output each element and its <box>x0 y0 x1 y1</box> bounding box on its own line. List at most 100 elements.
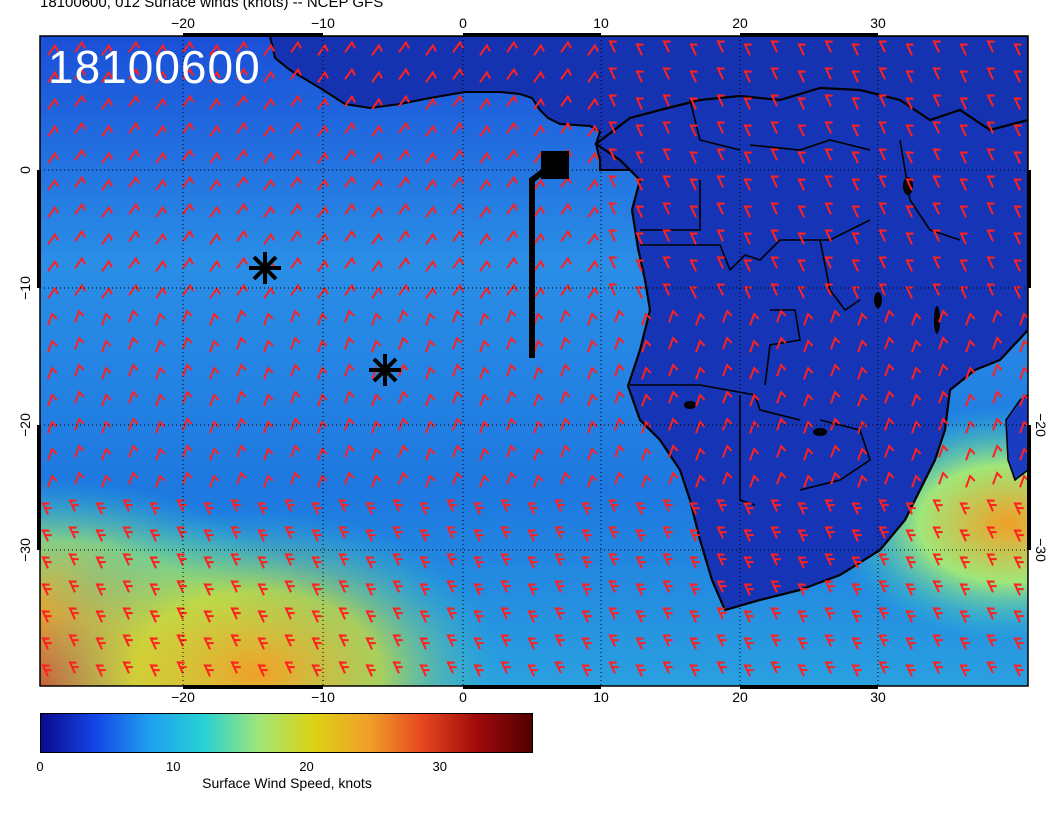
wind-barb <box>209 474 220 488</box>
wind-barb <box>635 178 644 191</box>
wind-barb <box>101 151 113 164</box>
wind-barb <box>371 420 382 434</box>
lon-label: 30 <box>870 15 886 31</box>
wind-barb <box>1013 205 1022 218</box>
wind-barb <box>722 309 733 323</box>
wind-barb <box>452 390 463 404</box>
wind-barb <box>797 232 806 245</box>
wind-barb <box>533 259 545 272</box>
wind-barb <box>344 471 355 485</box>
wind-barb <box>722 471 733 485</box>
wind-barb <box>959 178 968 191</box>
wind-barb <box>209 339 220 353</box>
wind-barb <box>938 444 949 458</box>
wind-barb <box>155 178 167 191</box>
wind-barb <box>155 232 167 245</box>
wind-barb <box>47 178 59 191</box>
wind-barb <box>743 529 754 542</box>
wind-barb <box>290 471 301 485</box>
wind-barb <box>398 390 409 404</box>
wind-barb <box>635 583 646 596</box>
wind-barb <box>587 178 599 191</box>
wind-barb <box>263 393 274 407</box>
colorbar-tick: 20 <box>299 759 314 774</box>
wind-barb <box>716 148 725 161</box>
wind-barb <box>662 40 671 53</box>
wind-barb <box>371 151 383 164</box>
wind-barb <box>149 556 160 569</box>
wind-barb <box>446 526 457 539</box>
wind-barb <box>425 43 437 56</box>
wind-barb <box>911 420 922 434</box>
wind-barb <box>695 366 706 380</box>
wind-barb <box>425 339 436 353</box>
wind-barb <box>884 471 895 485</box>
wind-barb <box>884 309 895 323</box>
wind-barb <box>932 499 943 512</box>
wind-barb <box>986 607 997 620</box>
wind-barb <box>230 553 241 566</box>
wind-barb <box>284 580 295 593</box>
wind-barb <box>425 124 437 137</box>
asterisk-marker <box>369 354 401 386</box>
wind-barb <box>290 336 301 350</box>
wind-barb <box>236 67 248 80</box>
wind-barb <box>95 637 106 650</box>
wind-barb <box>770 67 779 80</box>
wind-barb <box>479 151 491 164</box>
wind-barb <box>635 556 646 569</box>
wind-barb <box>263 232 275 245</box>
wind-barb <box>851 124 860 137</box>
wind-barb <box>932 256 941 269</box>
wind-barb <box>317 393 328 407</box>
wind-barb <box>614 390 625 404</box>
wind-barb <box>500 634 511 647</box>
wind-barb <box>716 499 727 512</box>
wind-barb <box>101 205 113 218</box>
wind-barb <box>74 94 86 107</box>
wind-barb <box>47 232 59 245</box>
wind-barb <box>749 393 760 407</box>
wind-barb <box>317 286 329 299</box>
wind-barb <box>236 148 248 161</box>
wind-barb <box>128 444 139 458</box>
wind-barb <box>689 664 700 677</box>
wind-barb <box>608 661 619 674</box>
wind-barb <box>824 499 835 512</box>
wind-barb <box>824 580 835 593</box>
wind-barb <box>506 417 517 431</box>
wind-barb <box>614 336 625 350</box>
wind-barb <box>128 256 140 269</box>
wind-barb <box>986 580 997 593</box>
wind-barb <box>41 529 52 542</box>
lon-label: 20 <box>732 15 748 31</box>
wind-barb <box>905 124 914 137</box>
wind-barb <box>662 94 671 107</box>
wind-barb <box>743 151 752 164</box>
wind-barb <box>74 283 86 296</box>
wind-barb <box>803 339 814 353</box>
wind-barb <box>419 664 430 677</box>
wind-barb <box>230 499 241 512</box>
wind-barb <box>770 121 779 134</box>
wind-barb <box>770 256 779 269</box>
wind-barb <box>263 447 274 461</box>
wind-barb <box>74 148 86 161</box>
wind-barb <box>635 286 644 299</box>
wind-barb <box>662 634 673 647</box>
wind-barb <box>506 229 518 242</box>
wind-barb <box>608 580 619 593</box>
wind-barb <box>857 366 868 380</box>
wind-barb <box>1019 312 1028 326</box>
wind-barb <box>452 417 463 431</box>
wind-barb <box>425 151 437 164</box>
wind-barb <box>290 417 301 431</box>
wind-barb <box>743 637 754 650</box>
wind-barb <box>830 309 841 323</box>
wind-barb <box>371 339 382 353</box>
wind-barb <box>716 634 727 647</box>
wind-barb <box>1013 124 1022 137</box>
wind-barb <box>68 580 79 593</box>
wind-barb <box>128 94 140 107</box>
wind-barb <box>446 661 457 674</box>
